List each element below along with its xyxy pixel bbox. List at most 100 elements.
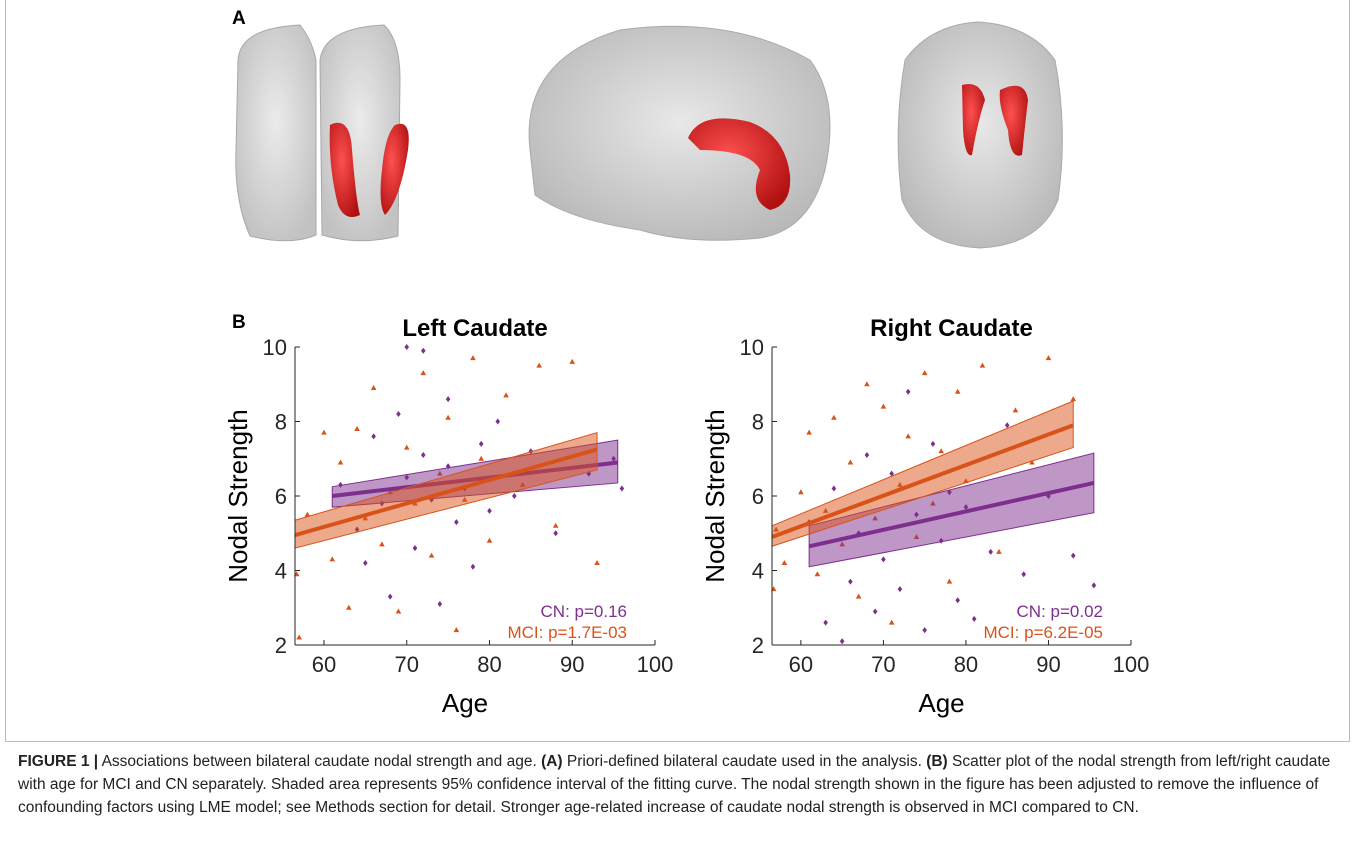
point <box>552 522 559 528</box>
y-tick-label: 4 <box>275 559 287 584</box>
point <box>855 593 862 599</box>
point <box>823 619 828 626</box>
confidence-band <box>808 452 1095 568</box>
x-tick-label: 100 <box>1113 652 1150 677</box>
point <box>996 548 1002 554</box>
x-tick-label: 60 <box>312 652 336 677</box>
point <box>395 608 402 614</box>
point <box>1004 422 1010 429</box>
point <box>905 388 911 395</box>
caption-text: Priori-defined bilateral caudate used in… <box>562 753 927 770</box>
point <box>839 638 845 645</box>
fit-line <box>808 481 1095 549</box>
point <box>387 593 393 600</box>
point <box>503 392 509 398</box>
point <box>345 604 352 610</box>
point <box>528 448 534 455</box>
point <box>1029 459 1035 465</box>
point <box>1091 582 1097 589</box>
point <box>437 601 443 608</box>
caption-part: (B) <box>926 753 948 770</box>
plot: Left Caudate Age Nodal Strength 60 70 80 90 100… <box>223 315 673 718</box>
point <box>420 452 426 459</box>
point <box>478 455 485 461</box>
x-tick-label: 60 <box>789 652 813 677</box>
caption-part: (A) <box>541 753 563 770</box>
point <box>445 414 451 420</box>
x-tick-label: 80 <box>954 652 978 677</box>
point <box>864 381 870 387</box>
point <box>363 560 368 567</box>
point <box>304 511 311 517</box>
y-tick-label: 6 <box>275 484 287 509</box>
chart-title: Right Caudate <box>870 315 1033 342</box>
figure: A B Left Caudate Age Nodal Strength 60 70 80 9… <box>223 8 1149 718</box>
annotation: MCI: p=6.2E-05 <box>983 623 1103 642</box>
point <box>445 396 451 403</box>
point <box>798 489 804 495</box>
x-axis-label: Age <box>442 688 488 718</box>
y-tick-label: 8 <box>752 410 764 435</box>
point <box>321 429 327 435</box>
point <box>814 571 821 577</box>
brain-coronal <box>235 24 409 242</box>
point <box>1045 355 1052 361</box>
y-tick-label: 10 <box>263 335 287 360</box>
point <box>872 608 878 615</box>
fit-line <box>771 423 1074 539</box>
point <box>470 355 476 361</box>
chart-title: Left Caudate <box>402 315 547 342</box>
point <box>1021 571 1027 578</box>
x-axis-label: Age <box>918 688 964 718</box>
annotation: CN: p=0.16 <box>541 602 627 621</box>
point <box>905 433 911 439</box>
point <box>337 459 344 465</box>
brain-axial <box>897 21 1063 249</box>
point <box>512 493 517 499</box>
point <box>404 344 410 350</box>
x-tick-label: 100 <box>637 652 674 677</box>
point <box>1012 407 1019 413</box>
x-tick-label: 80 <box>477 652 501 677</box>
point <box>880 403 887 409</box>
point <box>848 578 853 585</box>
point <box>847 459 854 465</box>
plot: Right Caudate Age Nodal Strength 60 70 80 90 10… <box>700 315 1149 718</box>
point <box>594 560 600 566</box>
point <box>379 541 385 547</box>
x-tick-label: 90 <box>560 652 584 677</box>
x-tick-label: 90 <box>1036 652 1060 677</box>
point <box>979 362 986 368</box>
panel-label: B <box>232 312 246 333</box>
panel-label: A <box>232 8 246 29</box>
point <box>536 362 542 368</box>
x-tick-label: 70 <box>394 652 418 677</box>
point <box>371 433 376 440</box>
point <box>831 414 837 420</box>
y-tick-label: 10 <box>740 335 764 360</box>
point <box>453 627 460 633</box>
point <box>495 418 501 425</box>
caption: FIGURE 1 | Associations between bilatera… <box>18 750 1338 819</box>
point <box>1070 552 1076 559</box>
point <box>864 452 870 459</box>
point <box>831 485 837 492</box>
caption-label: FIGURE 1 | <box>18 753 99 770</box>
y-tick-label: 2 <box>752 633 764 658</box>
point <box>954 388 961 394</box>
point <box>478 440 484 447</box>
point <box>420 370 427 376</box>
x-tick-label: 70 <box>871 652 895 677</box>
point <box>296 634 302 640</box>
point <box>938 448 944 454</box>
point <box>370 384 377 390</box>
point <box>806 429 812 435</box>
caption-text: Associations between bilateral caudate n… <box>98 753 542 770</box>
point <box>428 552 435 558</box>
figure-frame <box>5 0 1350 742</box>
y-tick-label: 4 <box>752 559 764 584</box>
y-tick-label: 6 <box>752 484 764 509</box>
point <box>897 586 903 593</box>
point <box>569 358 576 364</box>
